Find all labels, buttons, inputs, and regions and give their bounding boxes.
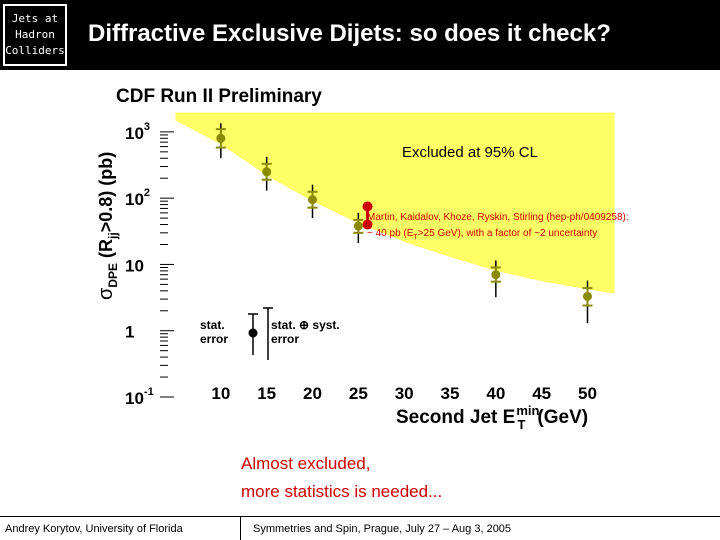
x-tick-label: 50 <box>578 384 597 403</box>
conclusion-line: more statistics is needed... <box>241 482 443 501</box>
y-tick-base: 10 <box>125 190 144 209</box>
y-tick-base: 10 <box>125 124 144 143</box>
footer-divider <box>0 516 720 517</box>
data-point <box>491 270 501 280</box>
x-tick-label: 25 <box>349 384 368 403</box>
excluded-region <box>175 112 615 294</box>
course-badge: Jets at Hadron Colliders <box>3 4 67 66</box>
y-tick-label: 10 <box>125 256 144 275</box>
conclusion-text: Almost excluded, more statistics is need… <box>241 450 442 506</box>
prediction-lower-point <box>362 219 373 230</box>
badge-line: Jets at <box>11 12 59 25</box>
legend-syst-label: error <box>271 332 299 346</box>
error-legend: stat. error stat. ⊕ syst. error <box>200 307 340 360</box>
plot-frame <box>174 111 616 398</box>
x-axis-label: Second Jet Emin T (GeV) <box>396 403 588 432</box>
x-tick-label: 15 <box>257 384 276 403</box>
y-tick-label: 102 <box>125 187 150 209</box>
prediction-label-line1: Martin, Kaidalov, Khoze, Ryskin, Stirlin… <box>367 212 629 223</box>
data-point <box>308 195 317 205</box>
y-tick-exponent: -1 <box>144 386 154 398</box>
x-tick-label: 10 <box>211 384 230 403</box>
x-axis-labels: 10 15 20 25 30 35 40 45 50 <box>211 384 597 403</box>
footer-conference: Symmetries and Spin, Prague, July 27 – A… <box>253 523 512 535</box>
chart-title: CDF Run II Preliminary <box>116 86 322 107</box>
data-point <box>583 291 592 301</box>
legend-stat-label: error <box>200 332 228 346</box>
x-tick-label: 40 <box>486 384 505 403</box>
legend-syst-label: stat. ⊕ syst. <box>271 318 340 332</box>
conclusion-line: Almost excluded, <box>241 454 371 473</box>
y-axis-label: σDPE (Rjj>0.8) (pb) <box>95 152 120 300</box>
x-tick-label: 35 <box>441 384 460 403</box>
x-tick-label: 20 <box>303 384 322 403</box>
data-point <box>353 221 363 231</box>
legend-marker <box>248 328 258 338</box>
data-point <box>216 133 226 143</box>
y-tick-exponent: 2 <box>144 187 150 199</box>
data-point <box>262 167 272 177</box>
y-tick-label: 103 <box>125 121 150 143</box>
prediction-upper-point <box>362 201 373 212</box>
slide-title: Diffractive Exclusive Dijets: so does it… <box>88 20 611 47</box>
footer-separator <box>240 516 241 540</box>
y-tick-base: 10 <box>125 256 144 275</box>
x-tick-label: 45 <box>532 384 551 403</box>
slide-header: Jets at Hadron Colliders Diffractive Exc… <box>0 0 720 70</box>
y-tick-base: 1 <box>125 323 134 342</box>
theory-prediction <box>362 201 373 230</box>
y-tick-base: 10 <box>125 389 144 408</box>
legend-stat-label: stat. <box>200 318 225 332</box>
y-tick-exponent: 3 <box>144 121 150 133</box>
y-tick-label: 1 <box>125 323 134 342</box>
badge-line: Hadron <box>15 28 55 41</box>
x-tick-label: 30 <box>395 384 414 403</box>
badge-line: Colliders <box>5 44 65 57</box>
prediction-label-line2: ~ 40 pb (ET>25 GeV), with a factor of ~2… <box>367 228 597 241</box>
excluded-region-label: Excluded at 95% CL <box>402 144 538 161</box>
data-points <box>215 123 593 324</box>
footer-author: Andrey Korytov, University of Florida <box>5 523 183 535</box>
y-tick-label: 10-1 <box>125 386 154 408</box>
y-axis-ticks <box>160 131 174 398</box>
